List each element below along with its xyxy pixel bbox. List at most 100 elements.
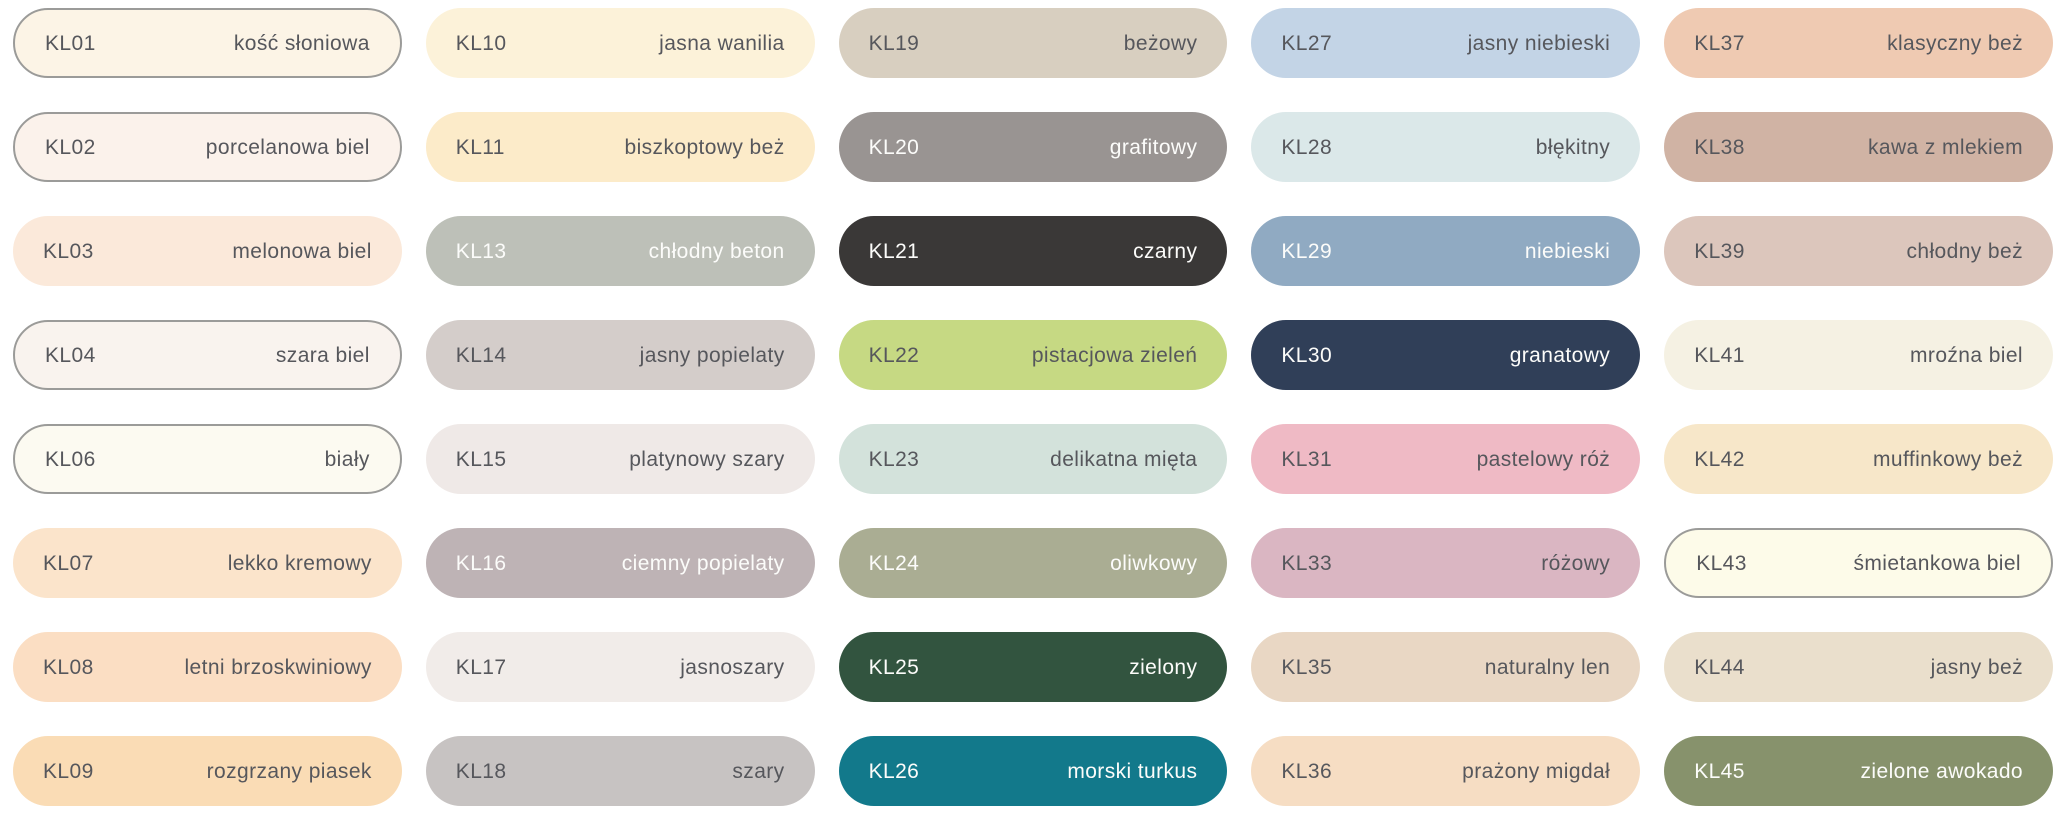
color-swatch[interactable]: KL39 chłodny beż (1664, 216, 2053, 286)
swatch-name: klasyczny beż (1887, 31, 2023, 55)
color-swatch[interactable]: KL03 melonowa biel (13, 216, 402, 286)
color-swatch[interactable]: KL30 granatowy (1251, 320, 1641, 390)
swatch-name: zielone awokado (1860, 759, 2023, 783)
color-swatch[interactable]: KL04 szara biel (13, 320, 402, 390)
swatch-name: pistacjowa zieleń (1031, 343, 1198, 367)
swatch-code: KL08 (43, 655, 94, 679)
color-swatch[interactable]: KL41 mroźna biel (1664, 320, 2053, 390)
color-swatch[interactable]: KL42 muffinkowy beż (1664, 424, 2053, 494)
swatch-code: KL06 (45, 447, 96, 471)
swatch-code: KL27 (1281, 31, 1333, 55)
swatch-code: KL16 (455, 551, 507, 575)
swatch-name: melonowa biel (232, 239, 372, 263)
swatch-code: KL28 (1281, 135, 1333, 159)
swatch-name: rozgrzany piasek (206, 759, 372, 783)
swatch-name: muffinkowy beż (1873, 447, 2023, 471)
color-swatch[interactable]: KL17 jasnoszary (425, 632, 815, 702)
swatch-code: KL26 (868, 759, 920, 783)
swatch-code: KL19 (868, 31, 920, 55)
swatch-code: KL17 (455, 655, 507, 679)
color-swatch[interactable]: KL20 grafitowy (838, 112, 1228, 182)
swatch-code: KL25 (868, 655, 920, 679)
swatch-code: KL43 (1696, 551, 1747, 575)
swatch-code: KL21 (868, 239, 920, 263)
color-swatch[interactable]: KL33 różowy (1251, 528, 1641, 598)
color-swatch[interactable]: KL21 czarny (838, 216, 1228, 286)
swatch-code: KL20 (868, 135, 920, 159)
swatch-name: jasny popielaty (639, 343, 785, 367)
swatch-name: oliwkowy (1110, 551, 1198, 575)
color-swatch[interactable]: KL45 zielone awokado (1664, 736, 2053, 806)
color-swatch[interactable]: KL29 niebieski (1251, 216, 1641, 286)
swatch-code: KL29 (1281, 239, 1333, 263)
swatch-code: KL04 (45, 343, 96, 367)
color-swatch[interactable]: KL36 prażony migdał (1251, 736, 1641, 806)
swatch-name: kawa z mlekiem (1868, 135, 2023, 159)
color-swatch[interactable]: KL06 biały (13, 424, 402, 494)
swatch-code: KL14 (455, 343, 507, 367)
swatch-code: KL10 (455, 31, 507, 55)
swatch-code: KL33 (1281, 551, 1333, 575)
color-swatch[interactable]: KL09 rozgrzany piasek (13, 736, 402, 806)
color-swatch[interactable]: KL16 ciemny popielaty (425, 528, 815, 598)
color-swatch[interactable]: KL14 jasny popielaty (425, 320, 815, 390)
color-swatch[interactable]: KL35 naturalny len (1251, 632, 1641, 702)
swatch-name: letni brzoskwiniowy (184, 655, 372, 679)
swatch-code: KL07 (43, 551, 94, 575)
swatch-code: KL15 (455, 447, 507, 471)
swatch-name: grafitowy (1109, 135, 1198, 159)
swatch-code: KL22 (868, 343, 920, 367)
color-swatch[interactable]: KL19 beżowy (838, 8, 1228, 78)
swatch-code: KL45 (1694, 759, 1745, 783)
swatch-name: granatowy (1509, 343, 1611, 367)
swatch-name: kość słoniowa (233, 31, 370, 55)
color-swatch[interactable]: KL23 delikatna mięta (838, 424, 1228, 494)
color-swatch[interactable]: KL11 biszkoptowy beż (425, 112, 815, 182)
swatch-code: KL38 (1694, 135, 1745, 159)
swatch-name: śmietankowa biel (1853, 551, 2021, 575)
color-swatch[interactable]: KL08 letni brzoskwiniowy (13, 632, 402, 702)
swatch-code: KL09 (43, 759, 94, 783)
color-swatch[interactable]: KL02 porcelanowa biel (13, 112, 402, 182)
swatch-name: zielony (1129, 655, 1198, 679)
color-swatch[interactable]: KL37 klasyczny beż (1664, 8, 2053, 78)
color-swatch[interactable]: KL15 platynowy szary (425, 424, 815, 494)
swatch-name: platynowy szary (629, 447, 785, 471)
swatch-name: pastelowy róż (1476, 447, 1611, 471)
color-swatch[interactable]: KL26 morski turkus (838, 736, 1228, 806)
swatch-code: KL24 (868, 551, 920, 575)
color-swatch[interactable]: KL31 pastelowy róż (1251, 424, 1641, 494)
color-swatch[interactable]: KL28 błękitny (1251, 112, 1641, 182)
swatch-code: KL30 (1281, 343, 1333, 367)
swatch-name: morski turkus (1067, 759, 1198, 783)
swatch-code: KL01 (45, 31, 96, 55)
swatch-name: jasnoszary (680, 655, 785, 679)
color-swatch[interactable]: KL38 kawa z mlekiem (1664, 112, 2053, 182)
color-swatch[interactable]: KL10 jasna wanilia (425, 8, 815, 78)
swatch-name: biały (324, 447, 370, 471)
swatch-code: KL42 (1694, 447, 1745, 471)
swatch-code: KL18 (455, 759, 507, 783)
color-swatch[interactable]: KL43 śmietankowa biel (1664, 528, 2053, 598)
color-swatch[interactable]: KL13 chłodny beton (425, 216, 815, 286)
color-swatch[interactable]: KL07 lekko kremowy (13, 528, 402, 598)
color-swatch[interactable]: KL18 szary (425, 736, 815, 806)
swatch-name: lekko kremowy (227, 551, 372, 575)
color-swatch[interactable]: KL01 kość słoniowa (13, 8, 402, 78)
color-swatch[interactable]: KL22 pistacjowa zieleń (838, 320, 1228, 390)
color-swatch[interactable]: KL44 jasny beż (1664, 632, 2053, 702)
swatch-name: prażony migdał (1462, 759, 1611, 783)
swatch-code: KL39 (1694, 239, 1745, 263)
swatch-name: błękitny (1535, 135, 1611, 159)
color-swatch[interactable]: KL25 zielony (838, 632, 1228, 702)
color-swatch[interactable]: KL24 oliwkowy (838, 528, 1228, 598)
swatch-name: szary (732, 759, 785, 783)
color-swatch[interactable]: KL27 jasny niebieski (1251, 8, 1641, 78)
swatch-code: KL36 (1281, 759, 1333, 783)
swatch-name: porcelanowa biel (205, 135, 370, 159)
swatch-name: delikatna mięta (1050, 447, 1198, 471)
swatch-name: różowy (1541, 551, 1611, 575)
swatch-name: naturalny len (1484, 655, 1611, 679)
swatch-code: KL35 (1281, 655, 1333, 679)
